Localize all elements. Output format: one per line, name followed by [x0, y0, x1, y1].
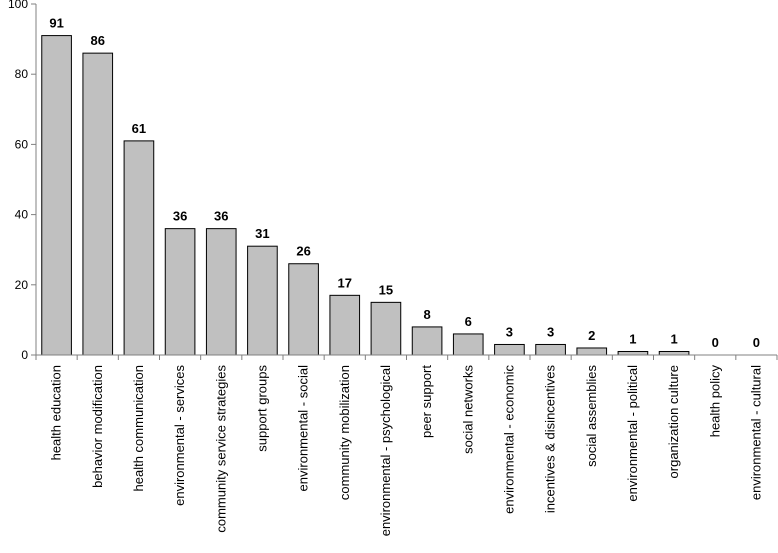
x-category-label: health education — [49, 365, 64, 460]
x-category-label: social assemblies — [584, 365, 599, 467]
data-label: 17 — [338, 275, 352, 290]
y-tick-label: 20 — [15, 278, 29, 292]
x-category-label: environmental - political — [625, 365, 640, 502]
x-category-label: environmental - cultural — [748, 365, 763, 500]
y-axis: 0 20 40 60 80 100 — [8, 0, 37, 362]
data-label: 0 — [712, 335, 719, 350]
data-label: 26 — [296, 244, 310, 259]
bar-10 — [411, 326, 443, 356]
bar-9 — [370, 301, 402, 356]
bar-7 — [288, 263, 319, 356]
x-category-label: environmental - psychological — [378, 365, 393, 536]
x-category-label: environmental - economic — [501, 365, 516, 514]
y-tick-label: 0 — [21, 348, 28, 362]
y-tick-label: 80 — [15, 67, 29, 81]
x-category-label: health policy — [707, 365, 722, 438]
data-label: 8 — [423, 307, 430, 322]
x-category-label: social networks — [460, 365, 475, 454]
bar-11 — [452, 333, 484, 356]
data-label: 2 — [588, 328, 595, 343]
x-category-label: behavior modification — [90, 365, 105, 488]
data-label: 36 — [173, 209, 187, 224]
bar-4 — [164, 228, 196, 356]
data-label: 6 — [465, 314, 472, 329]
x-category-label: incentives & disincentives — [543, 365, 558, 514]
y-tick-label: 40 — [15, 208, 29, 222]
x-category-label: environmental - social — [296, 365, 311, 492]
data-label: 1 — [670, 331, 677, 346]
bar-14 — [576, 347, 608, 356]
data-label: 36 — [214, 209, 228, 224]
x-category-label: organization culture — [666, 365, 681, 478]
bar-16 — [658, 350, 690, 356]
bar-5 — [205, 228, 237, 356]
y-tick-label: 100 — [8, 0, 28, 11]
data-label: 15 — [379, 282, 393, 297]
x-category-label: community mobilization — [337, 365, 352, 500]
x-category-label: health communication — [131, 365, 146, 491]
bar-3 — [123, 140, 155, 356]
bar-15 — [617, 350, 649, 356]
data-label: 31 — [255, 226, 269, 241]
bar-13 — [535, 343, 566, 356]
data-label: 86 — [91, 33, 105, 48]
bar-1 — [41, 35, 72, 356]
x-category-label: peer support — [419, 365, 434, 438]
data-label: 61 — [132, 121, 146, 136]
bar-6 — [247, 245, 278, 356]
x-category-label: environmental - services — [172, 365, 187, 506]
x-category-label: community service strategies — [213, 365, 228, 533]
data-label: 91 — [49, 16, 63, 31]
data-label: 3 — [547, 324, 554, 339]
data-label: 1 — [629, 331, 636, 346]
bar-8 — [329, 294, 361, 356]
x-axis: health education behavior modification hea… — [35, 354, 778, 536]
y-tick-label: 60 — [15, 137, 29, 151]
bars-group — [41, 35, 690, 356]
bar-2 — [82, 52, 114, 356]
data-label: 0 — [753, 335, 760, 350]
bar-12 — [494, 343, 525, 356]
data-label: 3 — [506, 324, 513, 339]
x-category-label: support groups — [254, 365, 269, 452]
